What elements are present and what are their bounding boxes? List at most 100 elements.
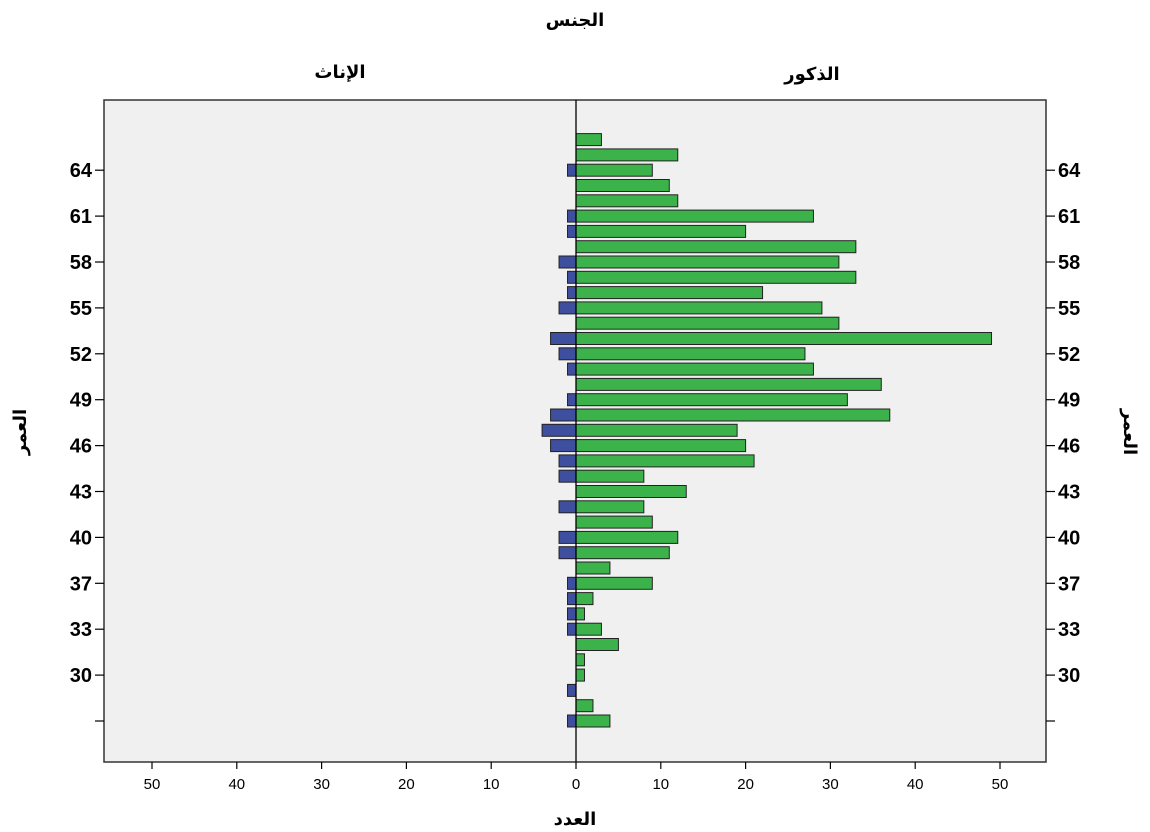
bar-female <box>558 500 577 514</box>
bar-male <box>575 653 585 667</box>
x-tick-label: 30 <box>822 776 839 793</box>
x-tick-label: 20 <box>398 776 415 793</box>
bar-male <box>575 546 670 560</box>
y-tick-label-right: 43 <box>1058 482 1080 504</box>
x-tick-label: 0 <box>572 776 580 793</box>
bar-female <box>550 408 577 422</box>
panel-label-female: الإناث <box>314 62 365 83</box>
x-tick-label: 30 <box>313 776 330 793</box>
bar-male <box>575 286 764 300</box>
y-tick-label-right: 30 <box>1058 665 1080 687</box>
bar-male <box>575 377 882 391</box>
bar-male <box>575 347 806 361</box>
bar-male <box>575 439 747 453</box>
bar-male <box>575 332 993 345</box>
bar-female <box>558 469 577 483</box>
x-tick-label: 40 <box>228 776 245 793</box>
bar-male <box>575 668 585 682</box>
bar-male <box>575 469 645 483</box>
x-tick-label: 10 <box>483 776 500 793</box>
y-tick-label-left: 61 <box>70 206 92 228</box>
chart-title: الجنس <box>546 10 605 31</box>
bar-female <box>558 546 577 560</box>
y-tick-label-left: 37 <box>70 573 92 595</box>
bar-female <box>550 332 577 345</box>
bar-male <box>575 408 891 422</box>
y-tick-label-right: 46 <box>1058 436 1080 458</box>
bar-male <box>575 500 645 514</box>
x-tick-label: 50 <box>992 776 1009 793</box>
y-tick-label-right: 49 <box>1058 390 1080 412</box>
bar-female <box>567 224 577 238</box>
bar-male <box>575 530 679 544</box>
bar-male <box>575 699 594 713</box>
bar-male <box>575 194 679 208</box>
y-tick-label-left: 58 <box>70 252 92 274</box>
bar-male <box>575 255 840 269</box>
bar-male <box>575 423 738 437</box>
bar-female <box>567 270 577 284</box>
bar-female <box>558 301 577 315</box>
y-tick-label-right: 40 <box>1058 527 1080 549</box>
bar-female <box>567 362 577 376</box>
bar-male <box>575 607 585 621</box>
bar-female <box>550 439 577 453</box>
bar-female <box>567 163 577 177</box>
bar-female <box>541 423 577 437</box>
bar-female <box>558 255 577 269</box>
y-tick-label-left: 33 <box>70 619 92 641</box>
y-tick-label-left: 40 <box>70 527 92 549</box>
bar-female <box>567 683 577 697</box>
bar-male <box>575 454 755 468</box>
bar-male <box>575 515 653 529</box>
bar-male <box>575 485 687 498</box>
x-axis-label: العدد <box>554 809 597 830</box>
bar-female <box>567 714 577 728</box>
y-axis-label-left: العمر <box>10 409 31 456</box>
bar-male <box>575 638 619 651</box>
x-tick-label: 20 <box>737 776 754 793</box>
y-tick-label-left: 49 <box>70 390 92 412</box>
y-tick-label-left: 30 <box>70 665 92 687</box>
bar-female <box>567 592 577 606</box>
x-tick-label: 50 <box>144 776 161 793</box>
y-tick-label-left: 52 <box>70 344 92 366</box>
y-tick-label-left: 46 <box>70 436 92 458</box>
bar-male <box>575 714 611 728</box>
y-tick-label-right: 61 <box>1058 206 1080 228</box>
bars-group <box>541 133 993 728</box>
y-tick-label-left: 43 <box>70 482 92 504</box>
y-axis-label-right: العمر <box>1119 408 1140 455</box>
bar-male <box>575 592 594 606</box>
y-tick-label-right: 33 <box>1058 619 1080 641</box>
y-tick-label-right: 58 <box>1058 252 1080 274</box>
bar-female <box>567 286 577 300</box>
y-tick-label-right: 52 <box>1058 344 1080 366</box>
bar-male <box>575 301 823 315</box>
bar-female <box>567 209 577 223</box>
bar-male <box>575 393 848 407</box>
bar-male <box>575 316 840 330</box>
bar-male <box>575 270 857 284</box>
bar-male <box>575 179 670 192</box>
y-tick-label-right: 55 <box>1058 298 1080 320</box>
bar-female <box>567 622 577 636</box>
y-tick-label-left: 55 <box>70 298 92 320</box>
bar-male <box>575 209 814 223</box>
bar-male <box>575 362 814 376</box>
y-tick-label-right: 64 <box>1058 160 1081 182</box>
x-ticks-group: 0 10 10 20 20 30 30 40 40 50 50 <box>144 762 1009 793</box>
x-tick-label: 10 <box>652 776 669 793</box>
bar-male <box>575 622 602 636</box>
bar-male <box>575 163 653 177</box>
bar-female <box>567 576 577 590</box>
bar-male <box>575 133 602 147</box>
bar-male <box>575 224 747 238</box>
panel-label-male: الذكور <box>783 64 839 85</box>
y-ticks-group: 30 30 33 33 37 37 40 40 43 43 46 46 49 49 52 52 55 55 58 58… <box>70 160 1081 722</box>
x-tick-label: 40 <box>907 776 924 793</box>
bar-female <box>558 347 577 361</box>
bar-male <box>575 240 857 254</box>
bar-female <box>558 454 577 468</box>
